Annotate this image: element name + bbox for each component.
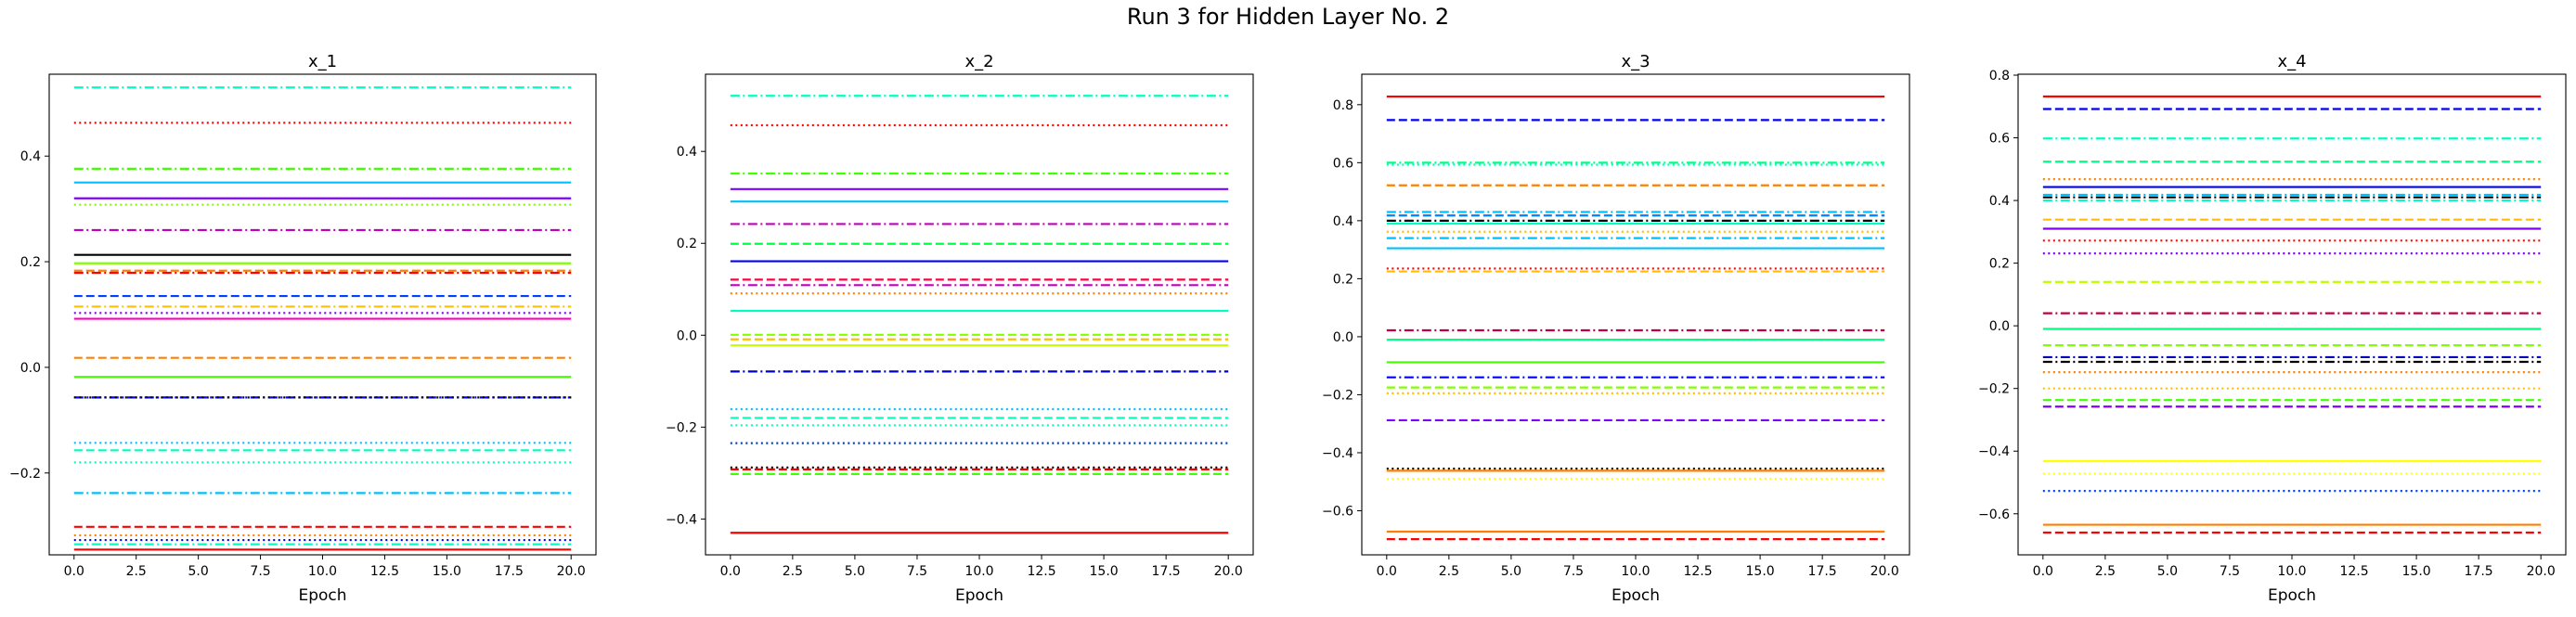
x-axis-label: Epoch <box>1612 586 1660 605</box>
x-axis-label: Epoch <box>298 586 346 605</box>
x-tick-label: 17.5 <box>495 564 524 579</box>
x-tick-label: 12.5 <box>1027 564 1055 579</box>
y-tick-label: −0.4 <box>1322 446 1353 461</box>
x-tick-label: 10.0 <box>2277 564 2306 579</box>
x-tick-label: 7.5 <box>907 564 927 579</box>
x-tick-label: 20.0 <box>1871 564 1899 579</box>
chart-title: x_3 <box>1621 52 1650 71</box>
x-tick-label: 17.5 <box>2465 564 2493 579</box>
x-tick-label: 12.5 <box>2339 564 2368 579</box>
x-tick-label: 10.0 <box>964 564 993 579</box>
axes-frame <box>1361 73 1910 556</box>
y-tick-label: 0.2 <box>1989 257 2010 272</box>
figure-title: Run 3 for Hidden Layer No. 2 <box>1126 4 1450 30</box>
x-axis-label: Epoch <box>955 586 1003 605</box>
x-tick-label: 17.5 <box>1152 564 1181 579</box>
y-tick-label: 0.6 <box>1989 132 2010 147</box>
y-tick-label: 0.8 <box>1989 69 2010 84</box>
x-tick-label: 20.0 <box>2527 564 2556 579</box>
y-tick-label: 0.2 <box>677 237 697 251</box>
y-tick-label: 0.0 <box>677 328 697 343</box>
x-tick-label: 5.0 <box>1501 564 1521 579</box>
x-tick-label: 5.0 <box>2157 564 2178 579</box>
chart-panel-2: 0.0 2.5 5.0 7.5 10.0 12.5 15.0 17.5 20.0 −0.4 −0.2… <box>666 52 1254 605</box>
x-tick-label: 15.0 <box>433 564 461 579</box>
chart-title: x_1 <box>308 52 337 71</box>
y-tick-label: 0.6 <box>1333 156 1353 171</box>
y-tick-label: 0.4 <box>20 149 41 164</box>
y-tick-label: −0.2 <box>666 420 697 435</box>
x-tick-label: 12.5 <box>370 564 399 579</box>
chart-panel-1: 0.0 2.5 5.0 7.5 10.0 12.5 15.0 17.5 20.0 −0.2 0.0 0… <box>9 52 597 605</box>
x-tick-label: 0.0 <box>2033 564 2053 579</box>
x-tick-label: 7.5 <box>250 564 270 579</box>
y-tick-label: 0.0 <box>1989 319 2010 334</box>
y-tick-label: 0.4 <box>677 145 697 160</box>
y-tick-label: −0.4 <box>1978 444 2010 459</box>
x-tick-label: 0.0 <box>64 564 84 579</box>
chart-title: x_2 <box>964 52 993 71</box>
x-tick-label: 2.5 <box>1439 564 1459 579</box>
y-tick-label: −0.6 <box>1978 508 2010 522</box>
axes-frame <box>48 73 597 556</box>
x-tick-label: 2.5 <box>2095 564 2116 579</box>
x-tick-label: 15.0 <box>2402 564 2431 579</box>
x-tick-label: 20.0 <box>1214 564 1243 579</box>
y-tick-label: −0.4 <box>666 512 697 527</box>
x-tick-label: 7.5 <box>2220 564 2240 579</box>
x-tick-label: 7.5 <box>1563 564 1584 579</box>
x-tick-label: 17.5 <box>1808 564 1837 579</box>
axes-frame <box>705 73 1254 556</box>
y-tick-label: 0.0 <box>20 361 41 376</box>
x-tick-label: 0.0 <box>720 564 741 579</box>
x-tick-label: 0.0 <box>1377 564 1397 579</box>
x-tick-label: 15.0 <box>1746 564 1775 579</box>
y-tick-label: 0.8 <box>1333 98 1353 113</box>
x-tick-label: 10.0 <box>308 564 337 579</box>
x-tick-label: 10.0 <box>1621 564 1650 579</box>
y-tick-label: −0.6 <box>1322 504 1353 519</box>
x-tick-label: 2.5 <box>783 564 803 579</box>
chart-panel-3: 0.0 2.5 5.0 7.5 10.0 12.5 15.0 17.5 20.0 −0.6 −0.4… <box>1322 52 1910 605</box>
x-tick-label: 12.5 <box>1683 564 1712 579</box>
x-tick-label: 15.0 <box>1090 564 1119 579</box>
y-tick-label: 0.4 <box>1989 194 2010 209</box>
y-tick-label: 0.0 <box>1333 330 1353 345</box>
x-tick-label: 20.0 <box>557 564 586 579</box>
x-tick-label: 5.0 <box>188 564 209 579</box>
y-tick-label: −0.2 <box>9 467 41 482</box>
y-tick-label: −0.2 <box>1978 382 2010 397</box>
x-tick-label: 2.5 <box>126 564 147 579</box>
y-tick-label: 0.2 <box>20 255 41 270</box>
y-tick-label: 0.2 <box>1333 272 1353 287</box>
axes-frame <box>2017 73 2567 556</box>
chart-panel-4: 0.0 2.5 5.0 7.5 10.0 12.5 15.0 17.5 20.0 −0.6 −0.4… <box>1978 52 2567 605</box>
y-tick-label: −0.2 <box>1322 388 1353 403</box>
x-tick-label: 5.0 <box>845 564 865 579</box>
x-axis-label: Epoch <box>2268 586 2316 605</box>
y-tick-label: 0.4 <box>1333 214 1353 229</box>
chart-title: x_4 <box>2277 52 2306 71</box>
